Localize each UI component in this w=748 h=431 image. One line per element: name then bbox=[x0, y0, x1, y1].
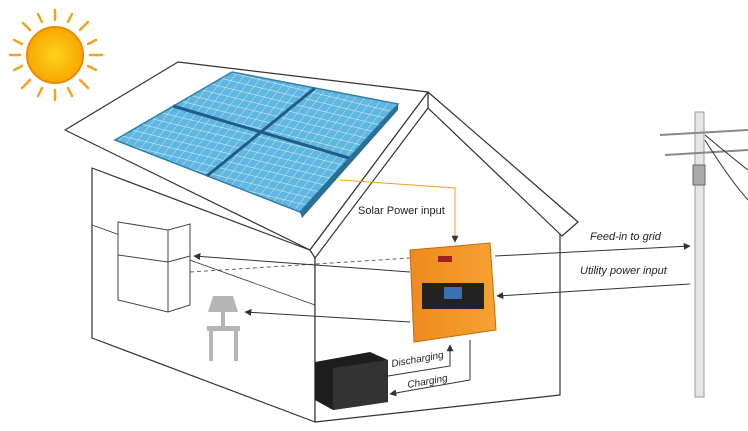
label-utility-input: Utility power input bbox=[580, 265, 668, 277]
pole bbox=[659, 111, 748, 398]
arrow-feed-in bbox=[494, 242, 691, 257]
solar-wire bbox=[339, 179, 459, 243]
solar-panel bbox=[113, 71, 400, 218]
inverter bbox=[409, 242, 497, 343]
label-solar-input: Solar Power input bbox=[358, 205, 445, 217]
sun bbox=[8, 8, 104, 102]
arrow-discharging bbox=[387, 344, 454, 377]
label-feed-in: Feed-in to grid bbox=[590, 231, 662, 243]
arrow-lamp bbox=[244, 308, 411, 323]
arrow-charging bbox=[389, 340, 471, 397]
fridge bbox=[117, 221, 191, 313]
battery bbox=[315, 352, 388, 410]
arrow-fridge bbox=[193, 252, 411, 273]
lamp-table bbox=[207, 296, 240, 361]
arrow-utility bbox=[496, 283, 691, 300]
